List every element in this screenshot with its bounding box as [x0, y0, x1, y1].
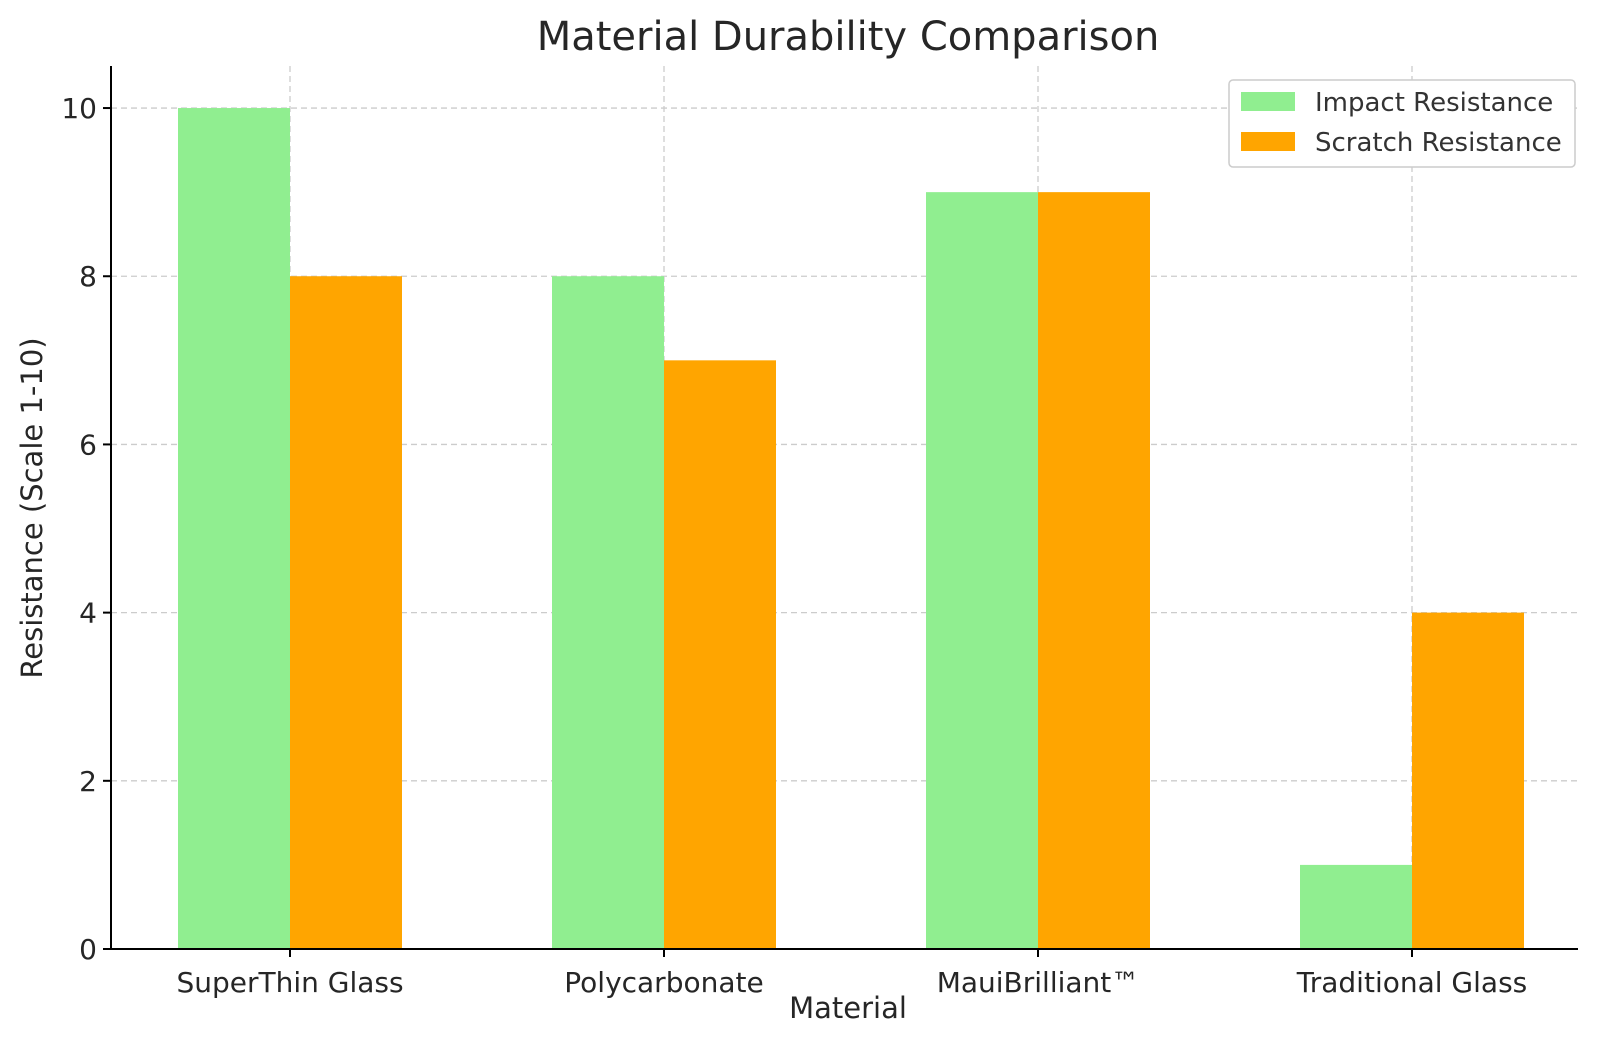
chart-title: Material Durability Comparison [537, 14, 1160, 60]
bar-scratch [290, 276, 402, 949]
y-tick-label: 8 [79, 260, 97, 293]
legend-swatch-impact [1241, 92, 1295, 111]
bar-impact [552, 276, 664, 949]
x-axis-label: Material [789, 991, 907, 1025]
axes [103, 66, 1578, 957]
legend-box [1228, 79, 1576, 168]
bar-scratch [1038, 192, 1150, 950]
y-axis-label: Resistance (Scale 1-10) [15, 337, 49, 678]
y-tick-label: 6 [79, 428, 97, 461]
x-tick-label: MauiBrilliant™ [937, 966, 1140, 999]
bar-impact [1300, 864, 1412, 949]
tick-labels: 0 2 4 6 8 10 SuperThin Glass Polycarbonate MauiB… [61, 92, 1527, 999]
bars [178, 108, 1524, 950]
legend-swatch-scratch [1241, 132, 1295, 151]
legend-label-impact: Impact Resistance [1315, 88, 1553, 118]
bar-scratch [664, 360, 776, 949]
y-tick-label: 4 [79, 597, 97, 630]
legend-label-scratch: Scratch Resistance [1315, 128, 1562, 158]
x-tick-label: SuperThin Glass [176, 966, 403, 999]
bar-impact [926, 192, 1038, 950]
bar-impact [178, 108, 290, 950]
legend: Impact Resistance Scratch Resistance [1228, 79, 1576, 168]
x-tick-label: Traditional Glass [1296, 966, 1528, 999]
bar-scratch [1412, 612, 1524, 949]
y-tick-label: 10 [61, 92, 97, 125]
y-tick-label: 2 [79, 765, 97, 798]
x-tick-label: Polycarbonate [564, 966, 763, 999]
y-tick-label: 0 [79, 933, 97, 966]
